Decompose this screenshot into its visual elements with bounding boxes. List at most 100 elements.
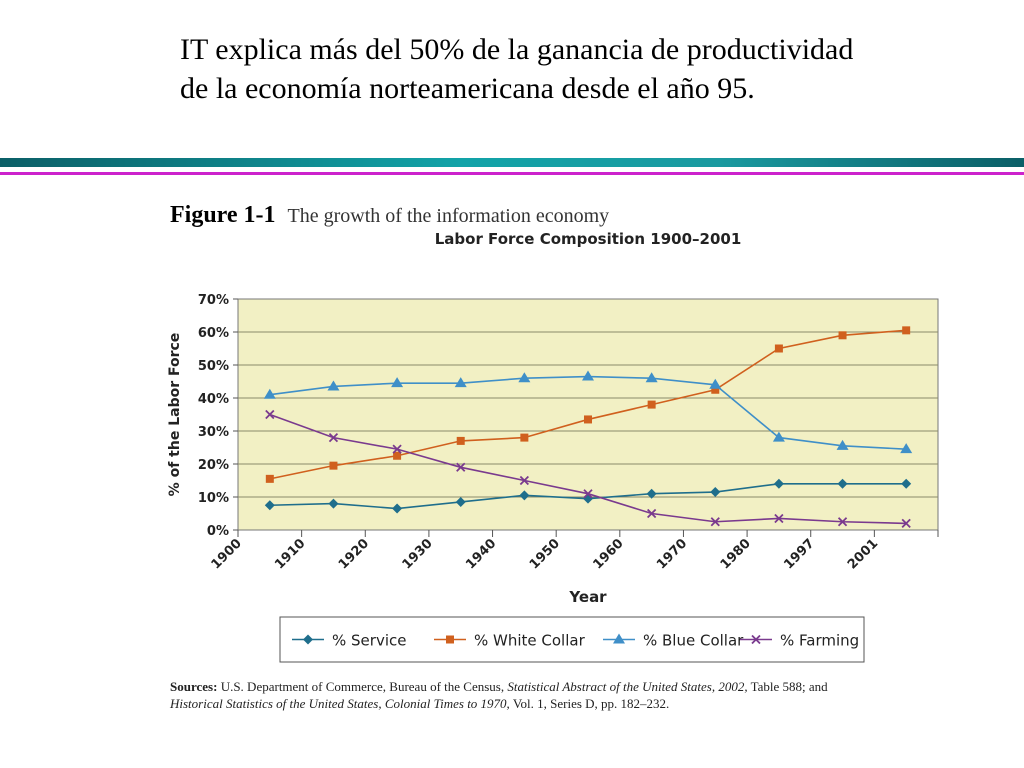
point-farming-stroke [774,513,784,524]
x-tick-label: 1970 [654,536,690,572]
point-service [519,490,530,501]
point-farming-stroke [392,444,402,454]
point-white-collar [584,415,592,424]
legend-item-white-collar: % White Collar [434,632,586,650]
sources-text-1: U.S. Department of Commerce, Bureau of t… [220,679,505,694]
x-tick-label: 1900 [209,536,245,572]
x-tick-label: 1920 [336,536,372,572]
point-blue-collar [836,439,849,450]
x-tick-label: 1930 [400,536,436,572]
sources-title-2: Historical Statistics of the United Stat… [170,696,510,711]
point-service [455,496,466,507]
slide-title-line-1: IT explica más del 50% de la ganancia de… [180,33,854,66]
point-farming [265,409,275,420]
point-farming [456,462,466,472]
point-farming [583,489,593,499]
point-farming-stroke [837,517,848,527]
point-blue-collar [263,388,276,399]
point-service [773,478,784,489]
x-axis-title: Year [568,588,607,606]
point-farming [519,475,530,486]
sources-title-1: Statistical Abstract of the United State… [507,679,748,694]
x-tick-label: 1980 [718,536,754,572]
y-axis-title: % of the Labor Force [167,333,183,497]
y-tick-label: 60% [198,326,229,341]
point-white-collar [711,385,720,394]
point-farming-stroke [456,462,466,472]
point-farming [392,444,402,454]
point-service [710,487,721,498]
legend-label: % Blue Collar [643,632,744,650]
point-farming [646,508,657,519]
y-tick-label: 40% [198,392,229,407]
point-farming-stroke [583,489,593,499]
plot-area [237,298,939,531]
legend-swatch-marker [446,635,454,644]
legend-label: % Farming [780,632,859,650]
figure-heading: Figure 1-1 The growth of the information… [170,202,609,229]
legend-item-farming: % Farming [740,632,859,650]
magenta-divider [0,172,1024,175]
teal-divider [0,158,1024,167]
point-farming-stroke [265,409,275,420]
point-service [837,478,848,489]
chart-title: Labor Force Composition 1900–2001 [435,230,742,248]
point-white-collar [902,326,911,335]
legend-swatch-marker [751,634,761,645]
point-blue-collar [518,372,531,383]
point-farming [710,517,720,527]
sources-text-2: Table 588; and [750,679,828,694]
point-farming-stroke [646,508,657,519]
y-tick-label: 0% [207,524,229,539]
point-farming-stroke [710,517,720,527]
x-tick-label: 1910 [272,536,308,572]
point-farming-stroke [328,432,339,443]
point-service [264,500,275,511]
legend-swatch-marker-stroke [751,634,761,645]
point-white-collar [647,400,656,409]
y-tick-label: 20% [198,458,229,473]
point-white-collar [520,433,529,442]
y-tick-label: 10% [198,491,229,506]
legend-item-blue-collar: % Blue Collar [603,632,744,650]
point-farming [837,517,848,527]
point-white-collar [329,461,338,470]
point-farming-stroke [519,475,530,486]
point-farming-stroke [901,518,911,529]
y-tick-label: 50% [198,359,229,374]
y-tick-label: 30% [198,425,229,440]
point-white-collar [838,331,847,340]
point-white-collar [265,474,274,483]
point-blue-collar [709,378,722,389]
legend-label: % White Collar [474,632,586,650]
point-white-collar [774,344,783,353]
point-blue-collar [772,431,785,442]
sources-text-3: Vol. 1, Series D, pp. 182–232. [512,696,670,711]
legend-label: % Service [332,632,406,650]
sources-note: Sources: U.S. Department of Commerce, Bu… [170,678,930,712]
point-service [328,498,339,509]
point-blue-collar [645,372,658,383]
figure-number: Figure 1-1 [170,202,276,228]
x-tick-label: 1950 [527,536,563,572]
slide-title: IT explica más del 50% de la ganancia de… [180,30,1000,108]
point-white-collar [393,451,402,460]
x-tick-label: 1997 [781,536,817,572]
x-tick-label: 1940 [463,536,499,572]
legend-item-service: % Service [292,632,406,650]
figure-caption: The growth of the information economy [287,205,610,227]
point-farming [901,518,911,529]
slide-title-line-2: de la economía norteamericana desde el a… [180,72,755,105]
point-service [901,478,912,489]
legend-swatch-marker [613,633,625,644]
x-tick-label: 1960 [590,536,626,572]
point-blue-collar [900,443,913,454]
point-blue-collar [391,377,404,388]
x-tick-label: 2001 [845,536,881,572]
legend-swatch-marker [303,634,313,645]
point-farming [774,513,784,524]
y-tick-label: 70% [198,293,229,308]
point-service [392,503,403,514]
sources-label: Sources: [170,679,218,694]
